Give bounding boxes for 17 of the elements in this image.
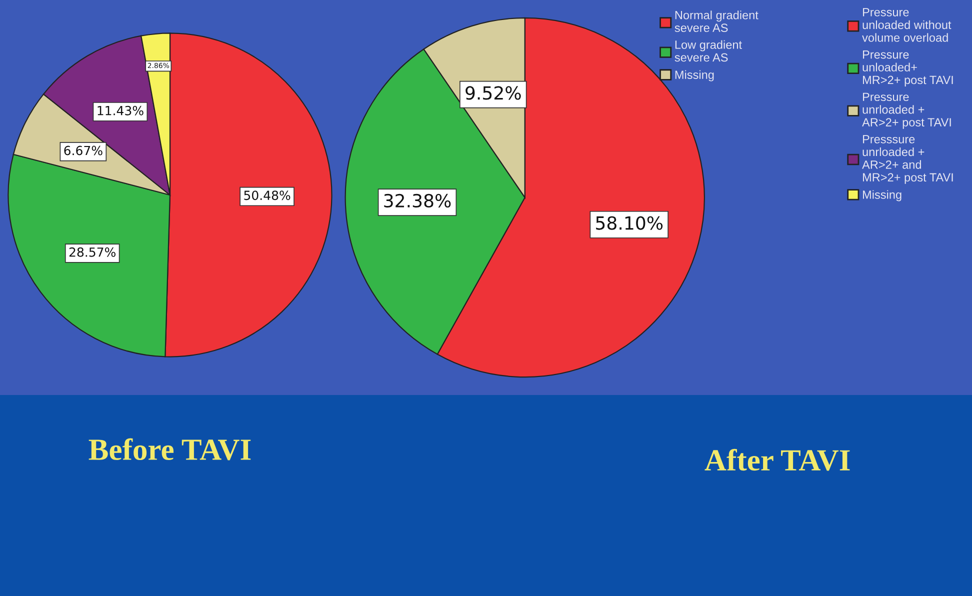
legend-label: Pressure unloaded+ MR>2+ post TAVI	[862, 50, 953, 86]
data-label: 6.67%	[64, 146, 102, 156]
legend-label: Missing	[675, 70, 714, 82]
legend-label: Pressure unrloaded + AR>2+ post TAVI	[862, 92, 951, 129]
data-label: 28.57%	[69, 247, 116, 257]
data-label: 32.38%	[384, 194, 451, 208]
data-label: 58.10%	[596, 216, 663, 230]
text: Before TAVI	[88, 438, 251, 460]
legend-label: Missing	[862, 190, 902, 202]
data-label: 9.52%	[466, 86, 521, 100]
data-label: 11.43%	[98, 106, 144, 116]
text: After TAVI	[704, 448, 850, 471]
legend-label: Presssure unrloaded + AR>2+ and MR>2+ post TAVI	[862, 135, 953, 184]
data-label: 50.48%	[244, 190, 290, 200]
legend-label: Low gradient severe AS	[674, 40, 742, 62]
legend-label: Pressure unloaded without volume overload	[862, 8, 952, 42]
legend-label: Normal gradient severe AS	[674, 10, 758, 32]
